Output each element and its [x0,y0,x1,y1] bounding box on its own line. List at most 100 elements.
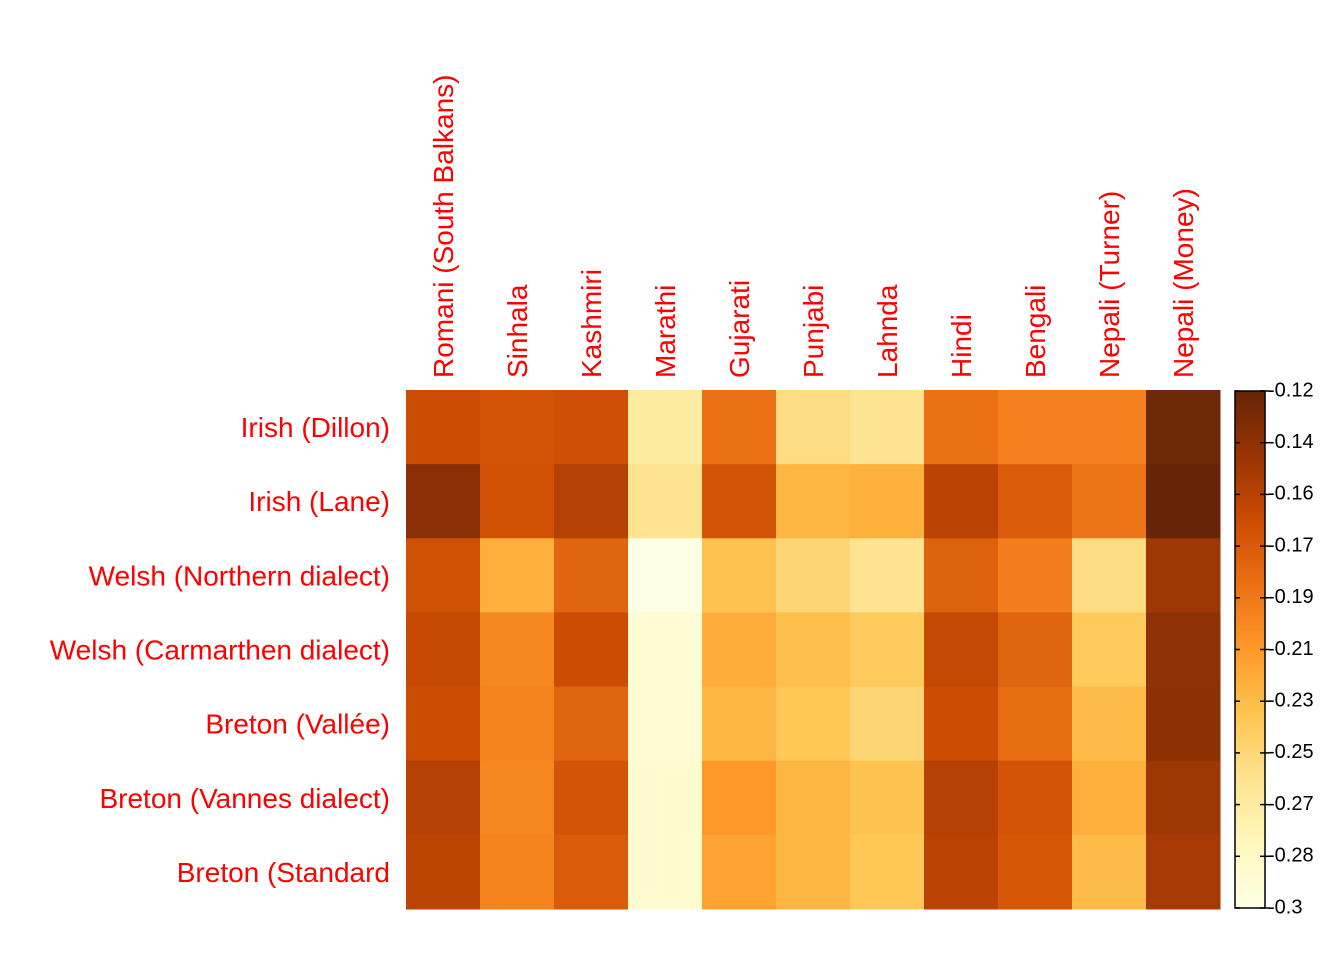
heatmap-cell [1072,686,1147,762]
heatmap-cell [998,686,1073,762]
column-label: Marathi [650,285,681,378]
row-label: Irish (Dillon) [241,412,390,443]
colorbar-tick-label: -0.23 [1268,689,1314,711]
heatmap-cell [554,834,629,910]
heatmap-cell [628,686,703,762]
heatmap-cell [702,686,777,762]
heatmap-cell [628,464,703,539]
colorbar-tick-label: -0.27 [1268,793,1314,815]
heatmap-cell [924,760,999,836]
heatmap-cell [924,612,999,688]
colorbar-tick-label: -0.12 [1268,379,1314,401]
column-label: Nepali (Money) [1168,188,1199,378]
heatmap-cell [924,834,999,910]
heatmap-cell [406,686,481,762]
heatmap-cell [998,464,1073,539]
row-label: Welsh (Carmarthen dialect) [50,635,390,666]
heatmap-cell [554,464,629,539]
heatmap-cell [554,390,629,465]
row-label: Breton (Vannes dialect) [99,783,390,814]
column-label: Sinhala [502,284,533,378]
heatmap-cell [1146,538,1221,613]
colorbar-tick-label: -0.21 [1268,638,1314,660]
heatmap-cell [776,464,851,539]
heatmap-cell [924,464,999,539]
column-label: Punjabi [798,285,829,378]
colorbar-tick-label: -0.19 [1268,586,1314,608]
heatmap-cell [998,760,1073,836]
row-label: Breton (Vallée) [205,709,390,740]
heatmap-cell [406,538,481,613]
heatmap-cell [406,760,481,836]
heatmap-cells [406,390,1221,910]
colorbar-tick-label: -0.28 [1268,845,1314,867]
heatmap-cell [1146,612,1221,688]
row-label: Welsh (Northern dialect) [89,560,390,591]
heatmap-cell [850,834,925,910]
heatmap-cell [1072,612,1147,688]
heatmap-cell [924,538,999,613]
heatmap-cell [776,834,851,910]
heatmap-cell [628,390,703,465]
colorbar-tick-label: -0.17 [1268,534,1314,556]
row-label: Irish (Lane) [248,486,390,517]
heatmap-cell [480,538,555,613]
heatmap-cell [776,760,851,836]
column-label: Bengali [1020,285,1051,378]
heatmap-cell [702,760,777,836]
heatmap-cell [406,834,481,910]
heatmap-cell [480,760,555,836]
heatmap-cell [1146,686,1221,762]
heatmap-cell [850,464,925,539]
heatmap-cell [850,612,925,688]
colorbar-tick-label: -0.14 [1268,431,1314,453]
heatmap-cell [850,538,925,613]
heatmap-cell [480,834,555,910]
heatmap-cell [850,760,925,836]
heatmap-cell [850,390,925,465]
column-label: Gujarati [724,280,755,378]
heatmap-cell [628,612,703,688]
heatmap-cell [554,686,629,762]
heatmap-cell [628,834,703,910]
heatmap-cell [1146,464,1221,539]
heatmap-cell [702,834,777,910]
heatmap-cell [1072,390,1147,465]
heatmap-cell [850,686,925,762]
row-label: Breton (Standard [177,857,390,888]
heatmap-cell [776,538,851,613]
heatmap-cell [924,390,999,465]
column-label: Kashmiri [576,269,607,378]
heatmap-cell [1072,834,1147,910]
heatmap-cell [998,834,1073,910]
heatmap-cell [998,390,1073,465]
colorbar-tick-label: -0.25 [1268,741,1314,763]
colorbar-tick-label: -0.3 [1268,896,1302,918]
heatmap-cell [628,538,703,613]
heatmap-cell [1072,538,1147,613]
heatmap-cell [628,760,703,836]
heatmap-cell [702,612,777,688]
heatmap-cell [554,760,629,836]
heatmap-cell [480,390,555,465]
heatmap-cell [1146,760,1221,836]
heatmap-cell [480,612,555,688]
column-label: Nepali (Turner) [1094,191,1125,378]
column-label: Lahnda [872,284,903,378]
heatmap-cell [1072,464,1147,539]
heatmap-cell [406,464,481,539]
heatmap-cell [998,612,1073,688]
heatmap-cell [1072,760,1147,836]
heatmap-cell [776,612,851,688]
heatmap-cell [776,686,851,762]
heatmap-cell [702,538,777,613]
colorbar-tick-label: -0.16 [1268,483,1314,505]
heatmap-cell [1146,390,1221,465]
heatmap-cell [406,390,481,465]
heatmap-cell [998,538,1073,613]
heatmap-cell [776,390,851,465]
column-label: Romani (South Balkans) [428,75,459,378]
heatmap-cell [702,464,777,539]
heatmap-cell [1146,834,1221,910]
